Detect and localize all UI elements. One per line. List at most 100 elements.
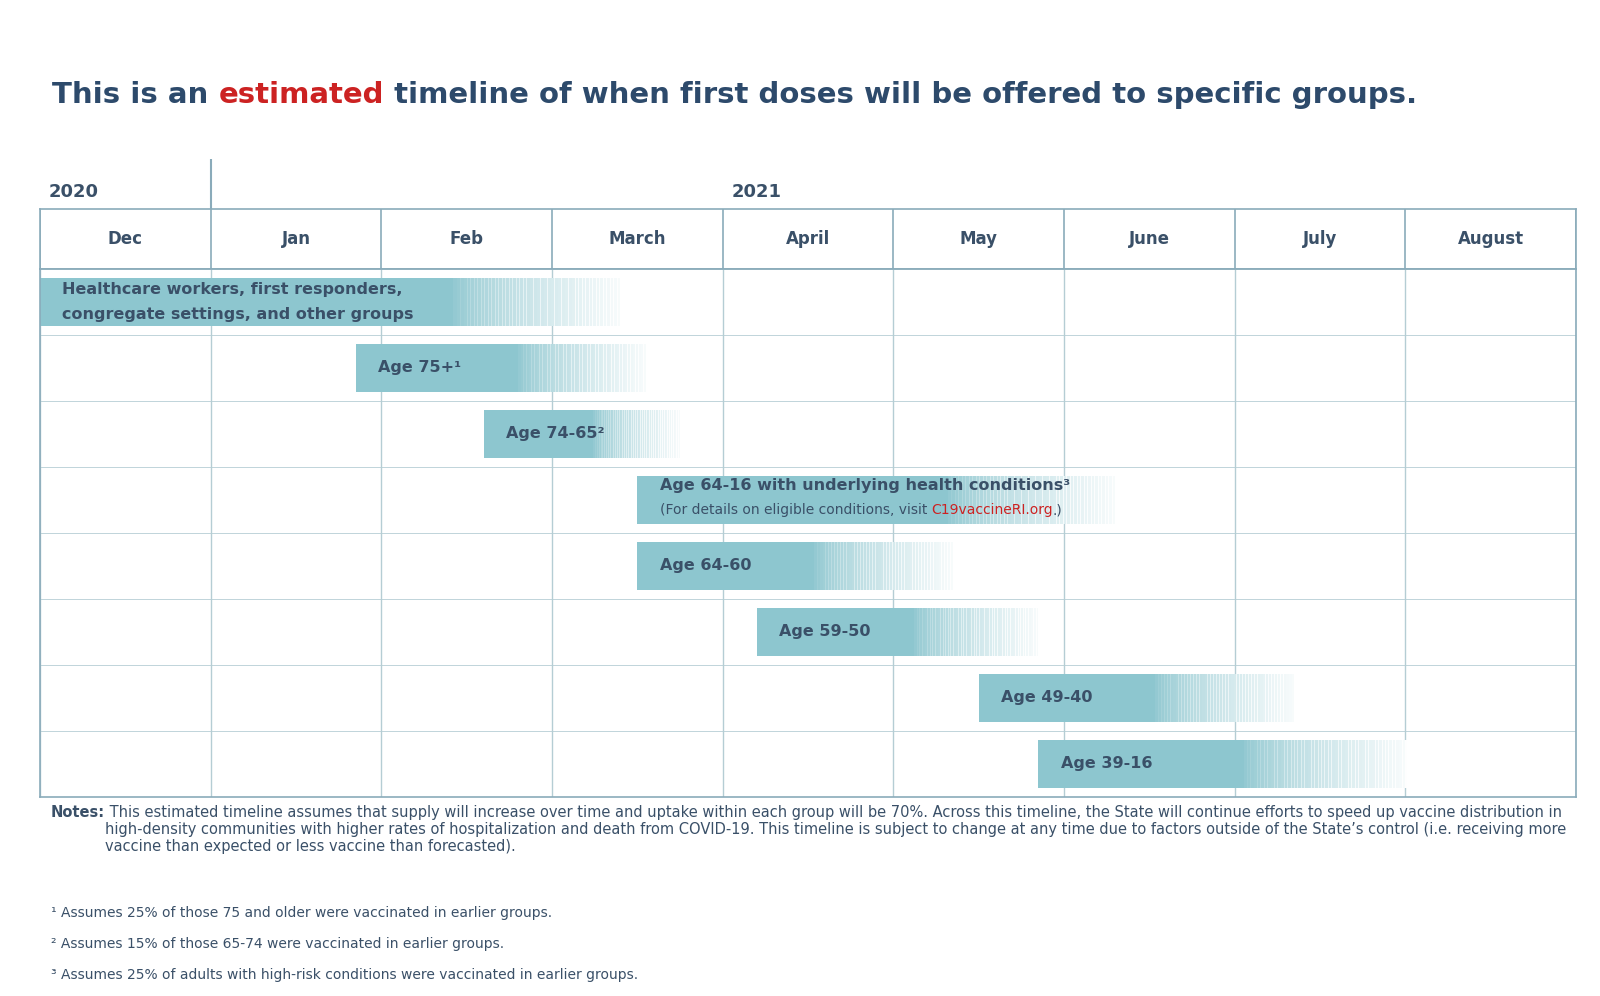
Bar: [1158, 674, 1162, 721]
Bar: [930, 542, 933, 590]
Bar: [621, 410, 622, 457]
Bar: [666, 410, 669, 457]
Bar: [626, 410, 629, 457]
Bar: [936, 542, 939, 590]
Bar: [837, 542, 840, 590]
Text: Age 74-65²: Age 74-65²: [506, 426, 605, 441]
Bar: [1074, 476, 1078, 524]
Text: Feb: Feb: [450, 230, 483, 248]
Bar: [1155, 674, 1158, 721]
Bar: [1274, 740, 1278, 788]
Bar: [846, 542, 850, 590]
Bar: [1053, 476, 1056, 524]
Bar: [979, 609, 982, 655]
Bar: [594, 410, 597, 457]
Bar: [563, 345, 566, 391]
Bar: [1267, 740, 1272, 788]
Bar: [829, 542, 832, 590]
Bar: [526, 278, 531, 326]
Bar: [1088, 476, 1091, 524]
Bar: [1098, 476, 1102, 524]
Bar: [834, 542, 838, 590]
Bar: [1194, 674, 1197, 721]
Bar: [560, 345, 565, 391]
Bar: [1115, 476, 1120, 524]
Bar: [1389, 740, 1392, 788]
Bar: [541, 278, 544, 326]
Bar: [1338, 740, 1342, 788]
Bar: [869, 542, 872, 590]
Bar: [637, 410, 640, 457]
Bar: [970, 476, 973, 524]
Bar: [898, 542, 902, 590]
Bar: [962, 609, 965, 655]
Bar: [1374, 740, 1379, 788]
Bar: [1298, 740, 1302, 788]
Bar: [1014, 609, 1019, 655]
Bar: [1291, 674, 1294, 721]
Bar: [1334, 740, 1339, 788]
Bar: [653, 410, 656, 457]
Bar: [1030, 609, 1034, 655]
Bar: [678, 410, 682, 457]
Bar: [355, 345, 646, 391]
Bar: [1013, 609, 1016, 655]
Bar: [1262, 674, 1266, 721]
Bar: [1277, 740, 1282, 788]
Bar: [1245, 674, 1250, 721]
Bar: [1101, 476, 1106, 524]
Bar: [1035, 609, 1040, 655]
Bar: [757, 609, 1038, 655]
Bar: [565, 278, 570, 326]
Bar: [600, 345, 605, 391]
Bar: [491, 278, 496, 326]
Bar: [595, 410, 598, 457]
Bar: [582, 278, 586, 326]
Bar: [680, 410, 683, 457]
Bar: [637, 542, 954, 590]
Bar: [603, 345, 606, 391]
Bar: [1163, 674, 1168, 721]
Bar: [1240, 740, 1245, 788]
Text: 2020: 2020: [48, 182, 99, 201]
Bar: [1242, 674, 1246, 721]
Bar: [1029, 476, 1032, 524]
Bar: [1307, 740, 1312, 788]
Bar: [963, 609, 966, 655]
Bar: [926, 609, 931, 655]
Bar: [1248, 674, 1251, 721]
Bar: [878, 542, 882, 590]
Bar: [1008, 609, 1011, 655]
Bar: [600, 278, 603, 326]
Text: Age 49-40: Age 49-40: [1002, 690, 1093, 705]
Bar: [848, 542, 853, 590]
Bar: [955, 476, 960, 524]
Bar: [866, 542, 870, 590]
Bar: [1034, 609, 1037, 655]
Bar: [1059, 476, 1064, 524]
Bar: [1080, 476, 1085, 524]
Text: June: June: [1130, 230, 1170, 248]
Bar: [637, 476, 1115, 524]
Bar: [1018, 476, 1022, 524]
Bar: [627, 410, 630, 457]
Bar: [952, 476, 955, 524]
Bar: [1230, 674, 1234, 721]
Bar: [1038, 740, 1405, 788]
Bar: [1070, 476, 1074, 524]
Bar: [1152, 674, 1157, 721]
Bar: [1005, 609, 1008, 655]
Text: Dec: Dec: [107, 230, 142, 248]
Bar: [597, 410, 600, 457]
Bar: [883, 542, 886, 590]
Bar: [1274, 674, 1278, 721]
Bar: [547, 345, 550, 391]
Bar: [576, 345, 581, 391]
Text: Age 75+¹: Age 75+¹: [378, 361, 461, 375]
Bar: [619, 345, 622, 391]
Bar: [592, 410, 594, 457]
Bar: [520, 278, 523, 326]
Bar: [933, 542, 936, 590]
Bar: [579, 278, 582, 326]
Bar: [646, 345, 650, 391]
